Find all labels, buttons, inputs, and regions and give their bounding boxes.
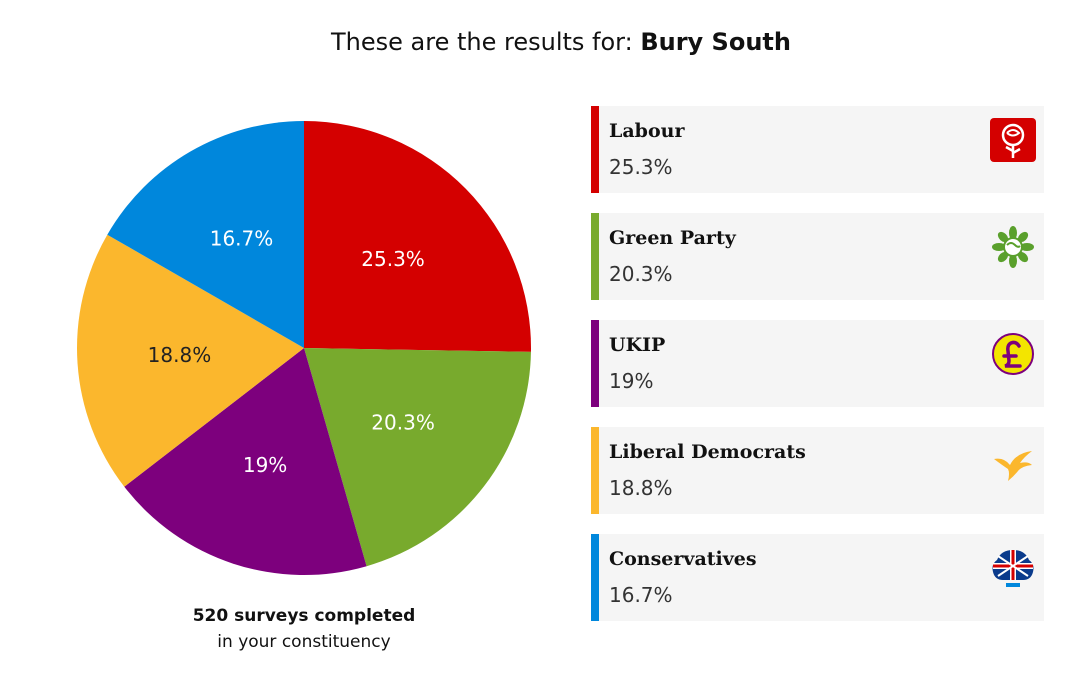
pie-slice-liberal-democrats	[76, 234, 304, 487]
pie-label-green-party: 20.3%	[371, 410, 435, 434]
survey-count: 520 surveys completed	[192, 606, 416, 626]
pie-chart: 25.3% 20.3% 19% 18.8% 16.7%	[76, 121, 531, 575]
union-tree-icon	[992, 550, 1034, 587]
legend-party-value: 19%	[609, 369, 654, 393]
legend-party-value: 18.8%	[609, 476, 673, 500]
legend-party-name: Labour	[609, 120, 685, 142]
title-prefix: These are the results for:	[331, 28, 633, 56]
globe-leaf-icon	[992, 226, 1034, 268]
bird-icon	[994, 451, 1032, 481]
legend-item-green-party: Green Party 20.3%	[591, 213, 1044, 300]
survey-summary: 520 surveys completed in your constituen…	[130, 603, 478, 655]
rose-icon	[990, 118, 1036, 162]
pie-slice-labour	[304, 121, 531, 352]
legend-item-conservatives: Conservatives 16.7%	[591, 534, 1044, 621]
pie-label-liberal-democrats: 18.8%	[148, 343, 212, 367]
results-legend: Labour 25.3% Green Party 20.3%	[591, 106, 1044, 641]
legend-party-name: Green Party	[609, 227, 736, 249]
pound-sign-icon	[992, 333, 1034, 375]
legend-party-name: Conservatives	[609, 548, 757, 570]
pie-slice-green-party	[304, 348, 531, 567]
pie-slice-ukip	[124, 348, 367, 575]
legend-party-value: 25.3%	[609, 155, 673, 179]
pie-label-conservatives: 16.7%	[210, 226, 274, 250]
legend-item-liberal-democrats: Liberal Democrats 18.8%	[591, 427, 1044, 514]
legend-item-ukip: UKIP 19%	[591, 320, 1044, 407]
survey-subtext: in your constituency	[217, 632, 391, 652]
legend-party-name: UKIP	[609, 334, 666, 356]
pie-slice-conservatives	[107, 121, 304, 348]
constituency-name: Bury South	[640, 28, 791, 56]
page-title: These are the results for: Bury South	[0, 28, 1079, 56]
legend-party-name: Liberal Democrats	[609, 441, 806, 463]
legend-item-labour: Labour 25.3%	[591, 106, 1044, 193]
pie-label-ukip: 19%	[243, 453, 287, 477]
legend-party-value: 16.7%	[609, 583, 673, 607]
legend-party-value: 20.3%	[609, 262, 673, 286]
pie-label-labour: 25.3%	[361, 247, 425, 271]
